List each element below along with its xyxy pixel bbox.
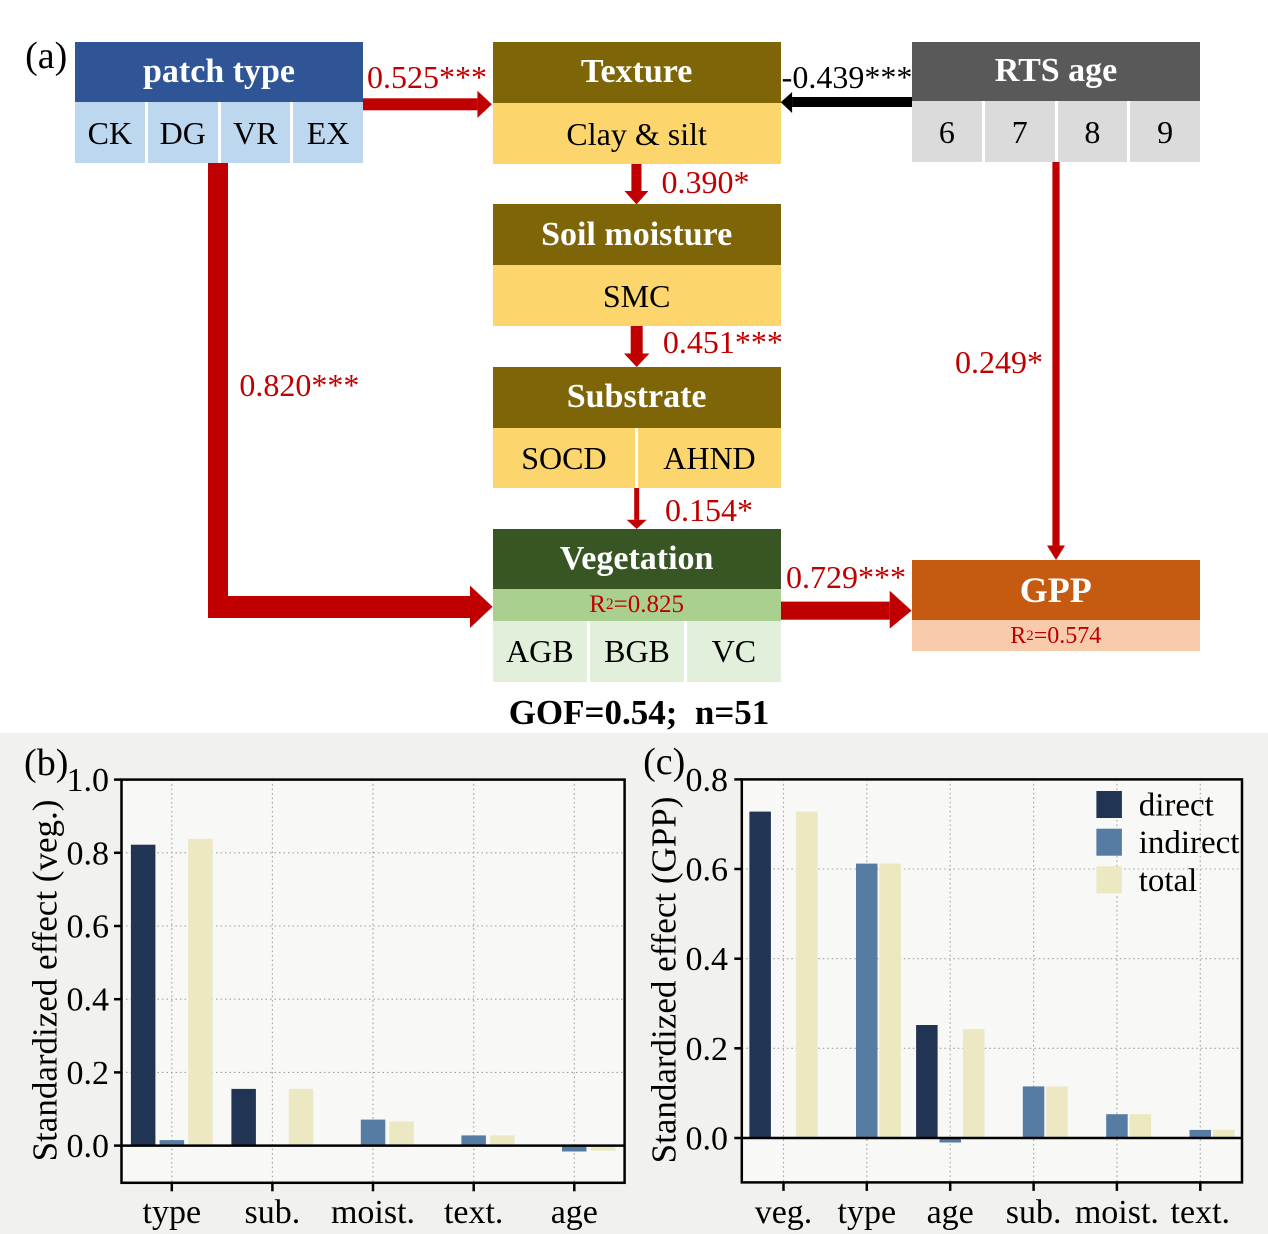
svg-text:Standardized effect (veg.): Standardized effect (veg.) <box>26 800 65 1162</box>
svg-text:0.4: 0.4 <box>67 982 110 1019</box>
svg-text:0.0: 0.0 <box>686 1121 729 1158</box>
svg-text:0.6: 0.6 <box>686 852 729 889</box>
svg-text:type: type <box>143 1194 202 1231</box>
svg-text:1.0: 1.0 <box>67 762 110 799</box>
svg-text:0.4: 0.4 <box>686 941 729 978</box>
svg-text:0.0: 0.0 <box>67 1128 110 1165</box>
svg-text:0.6: 0.6 <box>67 909 110 946</box>
svg-text:0.2: 0.2 <box>686 1031 729 1068</box>
svg-text:text.: text. <box>1171 1194 1230 1231</box>
svg-text:text.: text. <box>444 1194 503 1231</box>
svg-text:veg.: veg. <box>755 1194 813 1231</box>
svg-text:Standardized effect (GPP): Standardized effect (GPP) <box>645 797 684 1164</box>
svg-text:0.8: 0.8 <box>67 835 110 872</box>
svg-text:moist.: moist. <box>1075 1194 1159 1231</box>
svg-text:0.2: 0.2 <box>67 1055 110 1092</box>
svg-text:moist.: moist. <box>331 1194 415 1231</box>
svg-text:age: age <box>927 1194 974 1231</box>
svg-text:type: type <box>838 1194 897 1231</box>
svg-text:total: total <box>1139 863 1198 899</box>
svg-text:direct: direct <box>1139 788 1214 824</box>
svg-text:sub.: sub. <box>1006 1194 1062 1231</box>
svg-text:indirect: indirect <box>1139 825 1240 861</box>
svg-text:sub.: sub. <box>245 1194 301 1231</box>
svg-text:0.8: 0.8 <box>686 762 729 799</box>
svg-text:age: age <box>551 1194 598 1231</box>
